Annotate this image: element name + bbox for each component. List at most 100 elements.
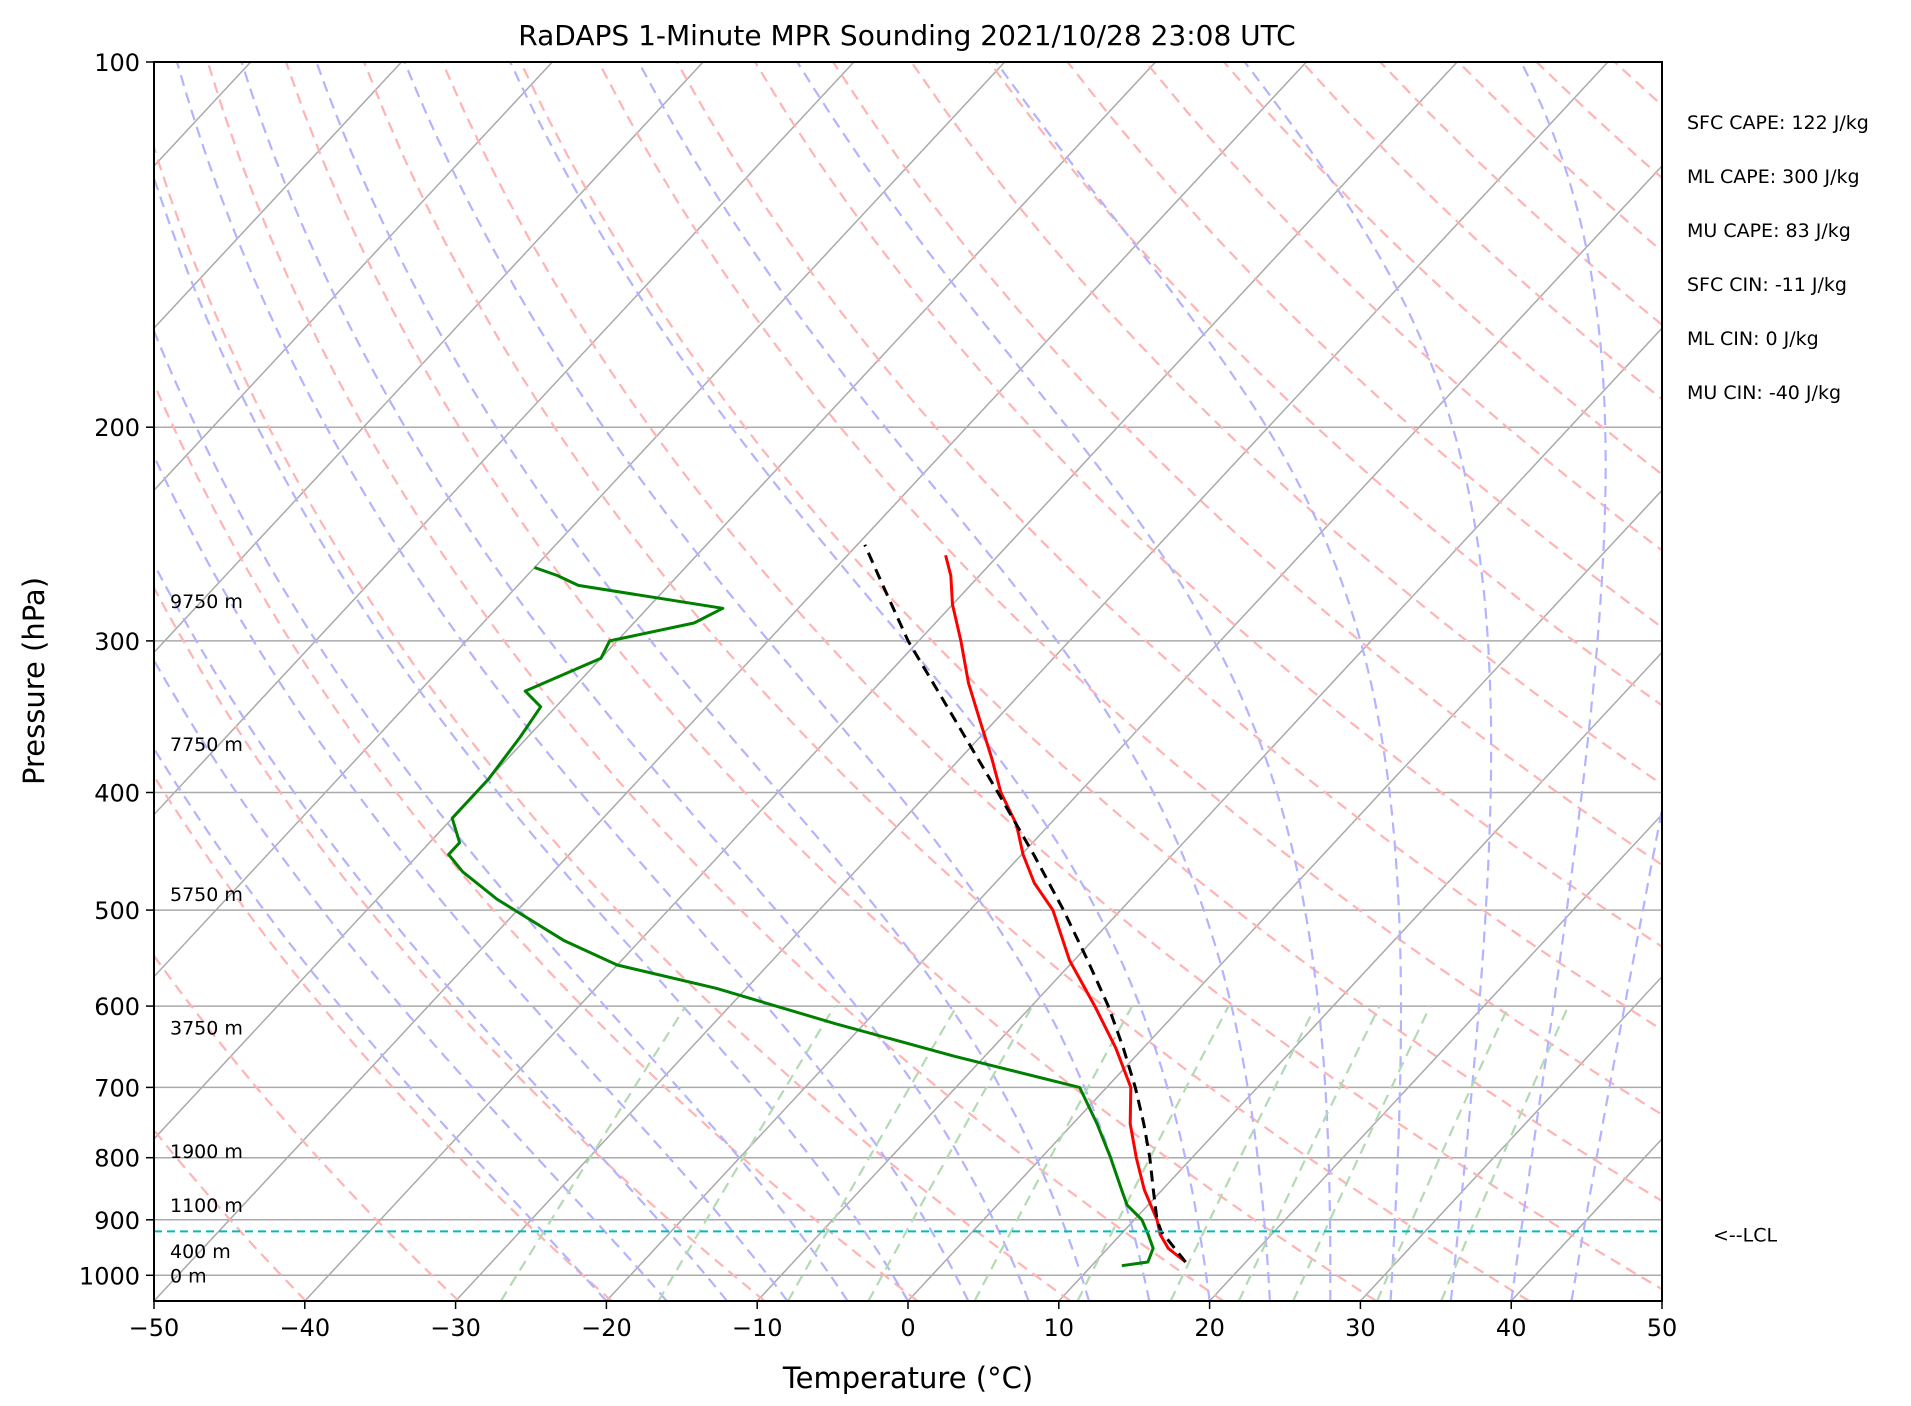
dry-adiabat (597, 62, 1662, 1116)
parcel-path-line (863, 544, 1187, 1263)
x-axis-ticks: −50 −40 −30 −20 −10 0 10 20 30 40 50 (129, 1301, 1678, 1342)
isotherm-line (605, 164, 1662, 1301)
moist-adiabat (175, 62, 970, 1301)
isotherm-line (154, 62, 1157, 1140)
isotherm-line (1813, 62, 1911, 1301)
mixing-ratio-line (1076, 1005, 1230, 1301)
moist-adiabat (154, 561, 728, 1301)
mixing-ratio-line (1169, 1005, 1317, 1301)
isotherm-line (154, 62, 403, 330)
stat-line: SFC CAPE: 122 J/kg (1687, 112, 1869, 134)
x-tick-label: 10 (1044, 1314, 1075, 1342)
x-tick-label: 0 (900, 1314, 915, 1342)
x-tick-label: 40 (1496, 1314, 1527, 1342)
dry-adiabat (154, 585, 766, 1301)
x-tick-label: 50 (1647, 1314, 1678, 1342)
isotherm-line (154, 62, 1006, 978)
stat-line: SFC CIN: -11 J/kg (1687, 274, 1847, 296)
x-tick-label: −40 (279, 1314, 330, 1342)
dry-adiabat (988, 62, 1662, 707)
mixing-ratio-line (867, 1005, 1034, 1301)
moist-adiabat (154, 453, 789, 1301)
dry-adiabat (675, 62, 1662, 1032)
height-label: 5750 m (170, 884, 243, 906)
x-tick-label: −30 (430, 1314, 481, 1342)
moist-adiabat (995, 62, 1403, 1301)
isotherm-line (455, 62, 1609, 1301)
isotherm-line (907, 489, 1662, 1301)
dry-adiabat (441, 62, 1662, 1291)
isotherm-line (1359, 975, 1662, 1301)
x-tick-label: 30 (1345, 1314, 1376, 1342)
y-tick-label: 600 (94, 993, 140, 1021)
isotherm-line (154, 62, 1307, 1301)
moist-adiabat (403, 62, 1151, 1301)
dry-adiabat (154, 143, 1072, 1301)
lcl-annotation: <--LCL (1713, 1224, 1777, 1246)
moist-adiabat (315, 62, 1091, 1301)
y-axis-label: Pressure (hPa) (17, 577, 51, 785)
y-tick-label: 1000 (79, 1262, 140, 1290)
dry-adiabat (154, 774, 613, 1301)
height-label: 400 m (170, 1241, 231, 1263)
moist-adiabat (1510, 62, 1607, 1301)
mixing-ratio-line (1376, 1005, 1510, 1301)
y-tick-label: 100 (94, 49, 140, 77)
mixing-ratio-line (1440, 1005, 1570, 1301)
moist-adiabat (154, 174, 909, 1301)
height-label: 0 m (170, 1265, 207, 1287)
height-label: 9750 m (170, 591, 243, 613)
mixing-ratio-line (787, 1005, 958, 1301)
x-tick-label: −20 (581, 1314, 632, 1342)
chart-title: RaDAPS 1-Minute MPR Sounding 2021/10/28 … (518, 19, 1295, 52)
dry-adiabat (754, 62, 1662, 948)
dry-adiabat (154, 1128, 307, 1301)
y-tick-label: 500 (94, 897, 140, 925)
y-tick-label: 200 (94, 414, 140, 442)
mixing-ratio-line (657, 1005, 836, 1301)
dry-adiabat (363, 62, 1530, 1301)
moist-adiabat (154, 328, 849, 1301)
dry-adiabat (154, 380, 919, 1301)
y-axis-ticks: 100 200 300 400 500 600 700 800 900 1000 (79, 49, 154, 1290)
isotherm-line (154, 62, 855, 816)
y-tick-label: 800 (94, 1145, 140, 1173)
isotherm-line (1058, 651, 1662, 1301)
dry-adiabat (832, 62, 1662, 867)
mixing-ratio-line (499, 1005, 687, 1301)
stat-line: MU CIN: -40 J/kg (1687, 382, 1841, 404)
isotherm-line (154, 62, 553, 492)
moist-adiabat (1243, 62, 1493, 1301)
dry-adiabat (206, 62, 1225, 1301)
y-tick-label: 400 (94, 780, 140, 808)
stat-line: ML CAPE: 300 J/kg (1687, 166, 1860, 188)
stat-line: ML CIN: 0 J/kg (1687, 328, 1819, 350)
isotherm-line (154, 62, 704, 654)
isotherm-line (756, 327, 1662, 1301)
isotherm-line (1209, 813, 1662, 1301)
lcl-label: <--LCL (1713, 1224, 1777, 1246)
x-tick-label: −50 (129, 1314, 180, 1342)
moist-adiabat (240, 62, 1030, 1301)
x-tick-label: 20 (1194, 1314, 1225, 1342)
y-tick-label: 900 (94, 1207, 140, 1235)
height-label: 1100 m (170, 1195, 243, 1217)
moist-adiabat (154, 658, 668, 1301)
isotherm-line (304, 62, 1458, 1301)
x-tick-label: −10 (732, 1314, 783, 1342)
moist-adiabat (509, 62, 1211, 1301)
mixing-ratio-line (1237, 1005, 1381, 1301)
background-lines (154, 62, 1911, 1301)
stats-panel: SFC CAPE: 122 J/kg ML CAPE: 300 J/kg MU CA… (1687, 112, 1869, 404)
height-label: 7750 m (170, 734, 243, 756)
y-tick-label: 300 (94, 628, 140, 656)
height-label: 3750 m (170, 1018, 243, 1040)
moist-adiabat (154, 746, 608, 1301)
series-layer (154, 544, 1662, 1268)
y-tick-label: 700 (94, 1074, 140, 1102)
dry-adiabat (519, 62, 1662, 1203)
x-axis-label: Temperature (°C) (782, 1361, 1033, 1395)
mixing-ratio-line (973, 1005, 1134, 1301)
